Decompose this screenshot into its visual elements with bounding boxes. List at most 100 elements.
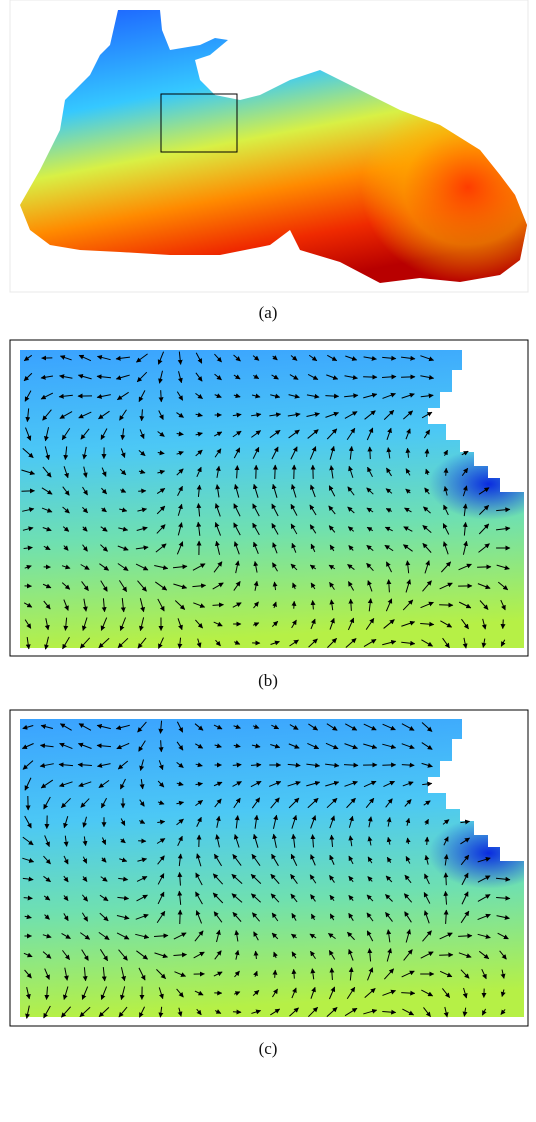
flow-arrow (495, 876, 511, 882)
flow-arrow (481, 618, 487, 630)
flow-arrow (158, 1006, 164, 1018)
flow-arrow (213, 781, 223, 787)
flow-arrow (176, 762, 184, 768)
flow-arrow (59, 742, 73, 750)
flow-arrow (176, 412, 184, 418)
flow-arrow (81, 894, 89, 902)
flow-arrow (99, 563, 110, 571)
flow-arrow (477, 933, 491, 939)
flow-arrow (118, 526, 129, 532)
flow-arrow (24, 390, 32, 402)
flow-arrow (24, 815, 32, 829)
flow-arrow (421, 722, 433, 732)
flow-arrow (231, 873, 243, 885)
flow-arrow (157, 780, 165, 788)
flow-arrow (345, 355, 358, 361)
flow-arrow (326, 797, 338, 809)
flow-arrow (63, 855, 69, 865)
flow-arrow (62, 486, 70, 496)
flow-arrow (215, 484, 221, 498)
flow-arrow (381, 374, 397, 380)
flow-arrow (115, 724, 130, 731)
flow-arrow (363, 1008, 378, 1015)
flow-arrow (421, 989, 434, 997)
flow-arrow (101, 487, 107, 495)
flow-arrow (309, 504, 317, 516)
flow-arrow (100, 544, 108, 552)
flow-arrow (344, 374, 358, 380)
flow-arrow (196, 521, 202, 536)
flow-arrow (22, 447, 34, 459)
flow-arrow (101, 598, 107, 613)
flow-arrow (291, 600, 297, 609)
flow-arrow (478, 505, 490, 515)
flow-arrow (100, 580, 108, 592)
flow-arrow (462, 521, 468, 536)
flow-arrow (62, 950, 70, 961)
flow-arrow (424, 873, 430, 885)
flow-arrow (272, 814, 278, 829)
flow-arrow (458, 601, 472, 609)
flow-arrow (458, 952, 472, 959)
flow-arrow (98, 410, 110, 420)
flow-arrow (310, 582, 316, 590)
flow-arrow (195, 781, 203, 787)
flow-arrow (43, 545, 51, 551)
flow-arrow (401, 392, 415, 399)
flow-arrow (63, 446, 69, 461)
flow-arrow (214, 1009, 222, 1014)
flow-arrow (347, 526, 355, 532)
flow-arrow (193, 602, 206, 608)
flow-arrow (328, 525, 336, 533)
flow-arrow (61, 582, 71, 590)
flow-arrow (250, 780, 262, 788)
flow-arrow (367, 580, 373, 592)
flow-arrow (366, 427, 374, 441)
flow-arrow (272, 969, 278, 978)
flow-arrow (176, 988, 184, 998)
flow-arrow (422, 525, 432, 533)
flow-arrow (405, 929, 412, 943)
flow-arrow (61, 427, 71, 441)
flow-arrow (138, 740, 146, 752)
flow-arrow (233, 581, 241, 591)
flow-arrow (329, 617, 335, 630)
flow-arrow (138, 449, 146, 457)
flow-arrow (271, 374, 279, 380)
flow-arrow (139, 598, 146, 613)
flow-arrow (382, 639, 397, 646)
flow-arrow (82, 526, 88, 532)
flow-arrow (59, 411, 73, 419)
flow-arrow (423, 800, 431, 806)
flow-arrow (344, 743, 358, 750)
flow-arrow (382, 723, 396, 731)
flow-arrow (252, 355, 260, 361)
flow-arrow (23, 602, 33, 608)
flow-arrow (253, 601, 259, 609)
flow-arrow (44, 446, 51, 461)
flow-arrow (253, 931, 259, 941)
flow-arrow (307, 797, 319, 809)
flow-arrow (405, 855, 411, 864)
flow-arrow (40, 374, 54, 380)
flow-arrow (271, 503, 279, 517)
flow-arrow (405, 428, 411, 440)
flow-arrow (345, 638, 357, 648)
flow-arrow (158, 987, 164, 1000)
flow-arrow (42, 526, 52, 532)
flow-arrow (100, 428, 108, 440)
flow-arrow (23, 895, 33, 901)
flow-arrow (348, 895, 354, 901)
flow-arrow (101, 467, 107, 477)
flow-arrow (63, 835, 69, 847)
flow-arrow (116, 391, 129, 401)
flow-arrow (424, 836, 430, 845)
flow-arrow (58, 762, 74, 768)
flow-arrow (271, 932, 279, 940)
flow-arrow (158, 740, 164, 753)
flow-arrow (329, 815, 336, 829)
flow-arrow (309, 933, 317, 939)
flow-arrow (232, 602, 242, 608)
flow-arrow (177, 853, 183, 867)
